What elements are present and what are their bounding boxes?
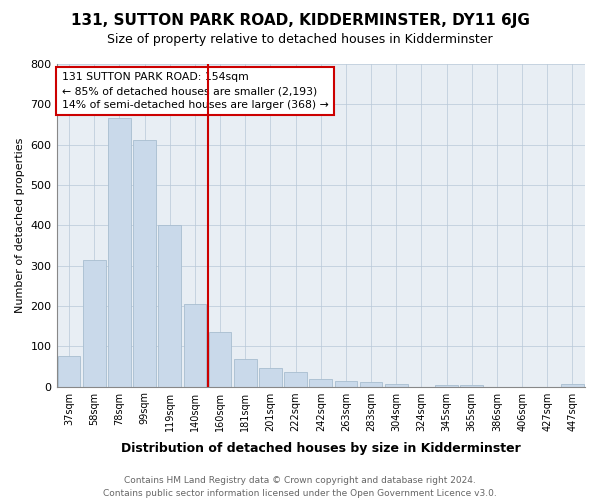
Bar	[158, 226, 181, 386]
Bar	[108, 118, 131, 386]
Bar	[310, 380, 332, 386]
Bar	[435, 384, 458, 386]
Bar	[184, 304, 206, 386]
Bar	[234, 359, 257, 386]
Text: Size of property relative to detached houses in Kidderminster: Size of property relative to detached ho…	[107, 32, 493, 46]
Bar	[561, 384, 584, 386]
Bar	[83, 260, 106, 386]
Text: Contains HM Land Registry data © Crown copyright and database right 2024.
Contai: Contains HM Land Registry data © Crown c…	[103, 476, 497, 498]
Bar	[284, 372, 307, 386]
Bar	[58, 356, 80, 386]
X-axis label: Distribution of detached houses by size in Kidderminster: Distribution of detached houses by size …	[121, 442, 521, 455]
Bar	[335, 382, 357, 386]
Bar	[259, 368, 282, 386]
Bar	[360, 382, 382, 386]
Text: 131, SUTTON PARK ROAD, KIDDERMINSTER, DY11 6JG: 131, SUTTON PARK ROAD, KIDDERMINSTER, DY…	[71, 12, 529, 28]
Y-axis label: Number of detached properties: Number of detached properties	[15, 138, 25, 313]
Text: 131 SUTTON PARK ROAD: 154sqm
← 85% of detached houses are smaller (2,193)
14% of: 131 SUTTON PARK ROAD: 154sqm ← 85% of de…	[62, 72, 329, 110]
Bar	[133, 140, 156, 386]
Bar	[385, 384, 407, 386]
Bar	[209, 332, 232, 386]
